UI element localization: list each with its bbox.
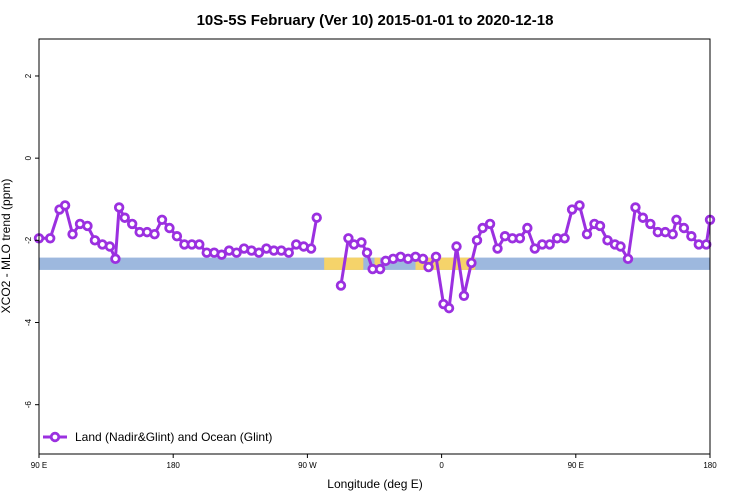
data-point (544, 239, 555, 250)
data-point (701, 239, 712, 250)
y-tick-label: 0 (24, 155, 33, 160)
x-tick-label: 180 (703, 461, 717, 470)
legend-label: Land (Nadir&Glint) and Ocean (Glint) (75, 430, 272, 444)
legend-marker (49, 431, 61, 443)
data-point (443, 302, 455, 314)
data-point (678, 222, 690, 234)
data-point (514, 233, 526, 244)
data-point (645, 218, 656, 230)
data-point (471, 235, 483, 246)
data-point (305, 243, 317, 254)
data-point (559, 233, 570, 244)
data-point (164, 222, 175, 234)
data-point (119, 212, 130, 223)
data-point (59, 200, 71, 211)
data-point (477, 222, 488, 234)
data-point (356, 237, 367, 248)
data-point (602, 235, 613, 246)
data-point (253, 247, 265, 258)
data-point (423, 261, 434, 273)
y-axis: 2 0 -2 -4 -6 (24, 73, 39, 408)
data-point (231, 247, 242, 258)
y-tick-label: -2 (24, 236, 33, 244)
data-point (374, 263, 386, 275)
data-point (466, 257, 477, 269)
series-layer (33, 200, 716, 314)
chart-title: 10S-5S February (Ver 10) 2015-01-01 to 2… (197, 12, 554, 29)
x-axis-title: Longitude (deg E) (327, 477, 422, 491)
data-point (581, 228, 593, 240)
plot-frame (38, 38, 711, 455)
data-point (126, 218, 138, 230)
x-tick-label: 90 E (31, 461, 47, 470)
x-tick-label: 90 W (298, 461, 317, 470)
data-point (451, 241, 462, 252)
data-point (335, 280, 347, 291)
data-point (686, 231, 697, 242)
x-tick-label: 90 E (568, 461, 584, 470)
data-point (484, 218, 496, 230)
data-point (522, 222, 533, 234)
data-point (44, 233, 56, 244)
y-tick-label: -6 (24, 401, 33, 409)
data-point (82, 220, 93, 232)
data-point (671, 214, 682, 225)
data-point (343, 233, 354, 244)
data-point (89, 235, 101, 246)
data-point (156, 214, 168, 225)
data-point (492, 243, 503, 254)
data-point (430, 251, 442, 262)
data-point (67, 228, 78, 240)
land-band-segment (374, 257, 381, 270)
data-point (622, 253, 634, 265)
data-point (458, 290, 470, 302)
data-point (667, 228, 678, 240)
x-tick-label: 180 (167, 461, 181, 470)
data-point (194, 239, 205, 250)
data-point (615, 241, 626, 252)
y-tick-label: 2 (24, 73, 33, 78)
data-point (113, 202, 125, 213)
x-axis: 90 E 180 90 W 0 90 E 180 (31, 454, 717, 470)
data-point (574, 200, 585, 211)
data-point (361, 247, 373, 258)
data-point (417, 253, 429, 265)
data-point (529, 243, 540, 254)
data-point (104, 241, 116, 252)
data-point (311, 212, 322, 223)
y-axis-title: XCO2 - MLO trend (ppm) (0, 179, 13, 314)
data-point (110, 253, 121, 265)
y-tick-label: -4 (24, 318, 33, 326)
data-point (283, 247, 294, 258)
x-tick-label: 0 (439, 461, 444, 470)
data-point (566, 204, 578, 215)
data-point (149, 228, 160, 240)
legend: Land (Nadir&Glint) and Ocean (Glint) (43, 430, 272, 444)
data-point (637, 212, 649, 223)
data-point (216, 249, 227, 260)
data-point (630, 202, 641, 213)
data-point (171, 231, 183, 242)
data-point (594, 220, 606, 232)
